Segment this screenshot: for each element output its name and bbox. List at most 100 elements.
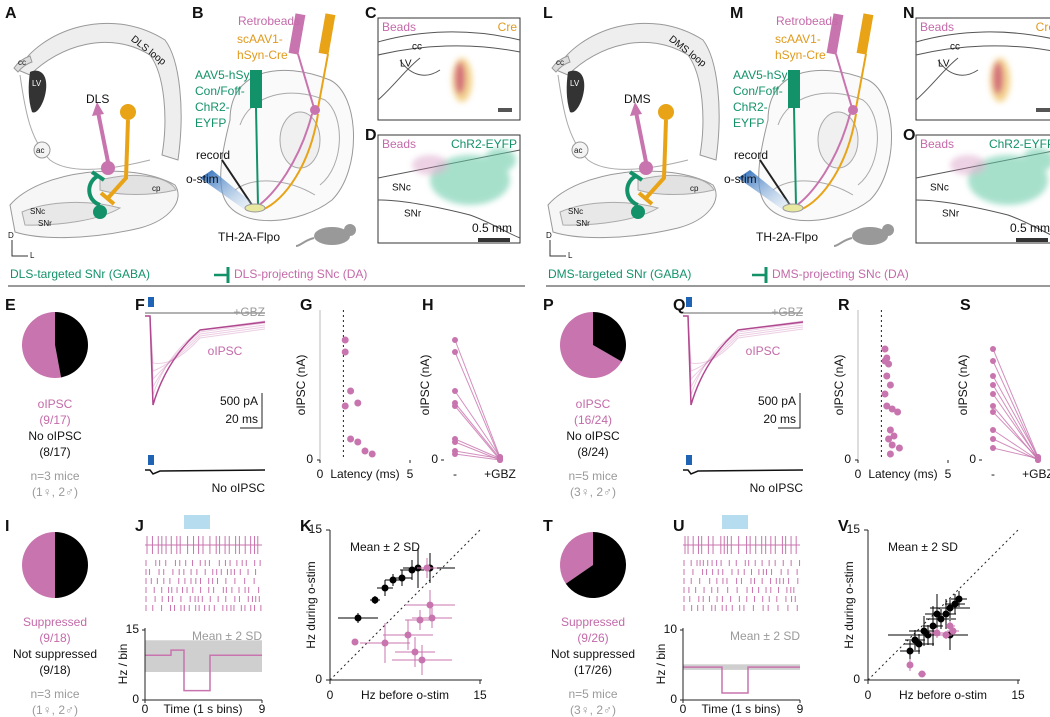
pie-note: n=5 mice xyxy=(568,469,617,483)
point xyxy=(418,656,426,664)
histology-label: Beads xyxy=(920,137,954,151)
injection-label: ChR2- xyxy=(195,100,230,114)
pie-label: (9/26) xyxy=(577,631,608,645)
pie-note: (3♀, 2♂) xyxy=(570,703,616,717)
stim-marker xyxy=(148,297,154,307)
pie-label: oIPSC xyxy=(576,397,611,411)
point xyxy=(347,387,355,395)
trace xyxy=(683,315,804,389)
point xyxy=(890,432,898,440)
panel-letter: S xyxy=(960,297,971,314)
histology-label: SNc xyxy=(392,183,411,194)
panel-letter: J xyxy=(135,518,144,535)
injection-label: o-stim xyxy=(186,172,219,186)
panel-letter: E xyxy=(5,297,16,314)
injection-label: scAAV1- xyxy=(237,32,283,46)
injection-label: AAV5-hSyn- xyxy=(733,68,798,82)
trace xyxy=(145,315,266,372)
trace-label: No oIPSC xyxy=(212,481,266,495)
pie-label: (9/18) xyxy=(39,631,70,645)
panel-letter: O xyxy=(903,127,915,144)
atlas-label: L xyxy=(30,251,35,260)
atlas-label: D xyxy=(546,231,552,240)
y-axis-label: Hz during o-stim xyxy=(842,561,856,648)
point xyxy=(888,441,896,449)
histology-label: cc xyxy=(950,42,960,53)
trace xyxy=(145,315,266,381)
y-axis-label: oIPSC (nA) xyxy=(956,355,970,416)
trace-label: oIPSC xyxy=(746,344,781,358)
histogram-line xyxy=(683,666,800,694)
panel-letter: K xyxy=(300,518,312,535)
trace xyxy=(145,315,266,389)
histology-label: LV xyxy=(938,59,950,70)
panel-letter: F xyxy=(135,297,145,314)
x-tick-label: 15 xyxy=(1011,688,1025,702)
point xyxy=(1035,455,1041,462)
x-tick-label: 0 xyxy=(680,702,687,716)
stim-marker xyxy=(686,455,692,465)
point xyxy=(883,372,891,380)
point xyxy=(951,600,959,608)
pie-note: (3♀, 2♂) xyxy=(570,485,616,499)
y-tick-label: 0 xyxy=(969,452,976,466)
x-tick-label: - xyxy=(991,467,995,481)
point xyxy=(990,403,996,409)
histogram-line xyxy=(145,649,262,692)
pie-label: (9/18) xyxy=(39,663,70,677)
point xyxy=(990,391,996,397)
point xyxy=(381,584,389,592)
point xyxy=(915,640,923,648)
point xyxy=(990,436,996,442)
trace xyxy=(683,315,804,364)
pie-label: Suppressed xyxy=(561,615,625,629)
x-tick-label: +GBZ xyxy=(1022,467,1050,481)
y-tick-label: 0 xyxy=(853,672,860,686)
x-tick-label: 5 xyxy=(945,467,952,481)
point xyxy=(404,631,412,639)
point xyxy=(452,388,458,394)
pie-note: (1♀, 2♂) xyxy=(32,703,78,717)
band-label: Mean ± 2 SD xyxy=(730,629,800,643)
pair-line xyxy=(992,429,1039,461)
pie-slice xyxy=(565,532,626,599)
panel-letter: L xyxy=(543,5,553,22)
band-label: Mean ± 2 SD xyxy=(192,629,262,643)
x-tick-label: 0 xyxy=(865,688,872,702)
point xyxy=(883,402,891,410)
header-label: DMS-projecting SNc (DA) xyxy=(772,267,909,281)
atlas-label: DMS xyxy=(624,92,651,106)
x-tick-label: 9 xyxy=(259,702,266,716)
pair-line xyxy=(454,351,501,459)
histology-label: SNc xyxy=(930,183,949,194)
y-tick-label: 0 xyxy=(431,452,438,466)
point xyxy=(886,381,894,389)
histology-label: Cre xyxy=(498,20,518,34)
illustration xyxy=(8,13,525,428)
histology-label: ChR2-EYFP xyxy=(989,137,1050,151)
y-axis-label: Hz / bin xyxy=(654,644,668,685)
x-tick-label: +GBZ xyxy=(484,467,516,481)
pie-slice xyxy=(560,532,593,584)
y-tick-label: 10 xyxy=(664,622,678,636)
point xyxy=(990,409,996,415)
point xyxy=(955,595,963,603)
x-tick-label: 15 xyxy=(473,688,487,702)
point xyxy=(894,408,902,416)
x-axis-label: Time (1 s bins) xyxy=(164,702,243,716)
pair-line xyxy=(454,402,501,459)
point xyxy=(942,631,950,639)
panel-letter: P xyxy=(543,297,554,314)
point xyxy=(888,405,896,413)
atlas-label: DLS xyxy=(86,92,109,106)
histology-label: SNr xyxy=(404,209,422,220)
x-tick-label: 0 xyxy=(327,688,334,702)
histology-label: SNr xyxy=(942,209,960,220)
point xyxy=(881,345,889,353)
pie-slice xyxy=(593,312,626,362)
atlas-label: cp xyxy=(152,184,161,193)
y-tick-label: 15 xyxy=(309,522,323,536)
pie-label: No oIPSC xyxy=(28,429,82,443)
panel-letter: M xyxy=(730,5,743,22)
y-axis-label: oIPSC (nA) xyxy=(832,355,846,416)
